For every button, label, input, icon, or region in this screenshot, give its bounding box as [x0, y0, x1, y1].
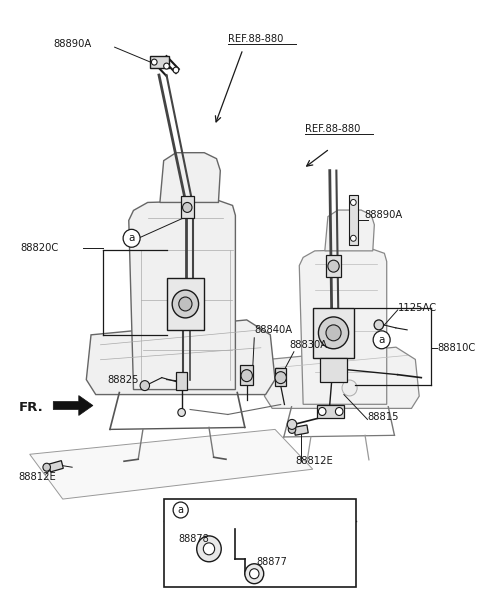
Text: 88812E: 88812E [296, 456, 334, 466]
Circle shape [179, 297, 192, 311]
Text: 88820C: 88820C [20, 243, 59, 253]
Text: 88840A: 88840A [254, 325, 292, 335]
Circle shape [173, 67, 179, 73]
Circle shape [182, 202, 192, 213]
Circle shape [374, 320, 384, 330]
Polygon shape [86, 320, 275, 395]
Circle shape [250, 568, 259, 579]
Text: a: a [378, 335, 385, 345]
Text: 88890A: 88890A [53, 39, 92, 49]
Bar [348, 195, 358, 245]
Circle shape [173, 502, 188, 518]
Circle shape [373, 331, 390, 349]
Bar [240, 365, 253, 385]
Text: 88890A: 88890A [365, 210, 403, 220]
Circle shape [350, 235, 356, 241]
Polygon shape [160, 153, 220, 202]
Circle shape [350, 199, 356, 205]
Circle shape [197, 536, 221, 562]
Circle shape [241, 370, 252, 382]
Text: 88815: 88815 [368, 413, 399, 422]
Circle shape [245, 564, 264, 583]
Circle shape [123, 229, 140, 247]
Text: 1125AC: 1125AC [398, 303, 437, 313]
Text: FR.: FR. [18, 401, 43, 414]
Circle shape [43, 463, 50, 471]
Circle shape [151, 59, 157, 65]
Bar [275, 368, 287, 386]
Text: 88825: 88825 [107, 374, 139, 385]
Circle shape [172, 290, 199, 318]
Circle shape [342, 380, 357, 396]
Bar [320, 358, 347, 382]
Circle shape [140, 380, 150, 391]
Circle shape [326, 325, 341, 341]
Bar [176, 371, 187, 389]
Circle shape [178, 409, 185, 416]
Circle shape [336, 407, 343, 416]
Bar [150, 56, 169, 68]
Text: a: a [129, 233, 135, 243]
Text: 88877: 88877 [256, 557, 287, 567]
Text: REF.88-880: REF.88-880 [228, 34, 283, 44]
Circle shape [288, 419, 297, 429]
Polygon shape [129, 201, 235, 389]
Text: 88812E: 88812E [18, 472, 56, 482]
Polygon shape [30, 429, 313, 499]
Text: 88878: 88878 [179, 534, 210, 544]
Bar [180, 196, 194, 219]
Bar [294, 425, 308, 435]
Circle shape [318, 317, 348, 349]
Text: 88810C: 88810C [437, 343, 476, 353]
Polygon shape [299, 249, 387, 404]
Bar [164, 499, 356, 586]
Circle shape [204, 543, 215, 555]
Circle shape [288, 425, 296, 433]
Polygon shape [325, 210, 374, 251]
Bar [167, 278, 204, 330]
Circle shape [275, 371, 287, 383]
Polygon shape [264, 347, 419, 409]
Circle shape [328, 260, 339, 272]
Text: REF.88-880: REF.88-880 [305, 124, 360, 134]
Bar [48, 461, 63, 472]
Bar [313, 308, 354, 358]
Circle shape [318, 407, 326, 416]
Circle shape [164, 63, 169, 69]
Bar [326, 255, 341, 277]
Bar [317, 404, 344, 419]
Text: a: a [178, 505, 184, 515]
Polygon shape [53, 395, 93, 416]
Text: 88830A: 88830A [289, 340, 327, 350]
